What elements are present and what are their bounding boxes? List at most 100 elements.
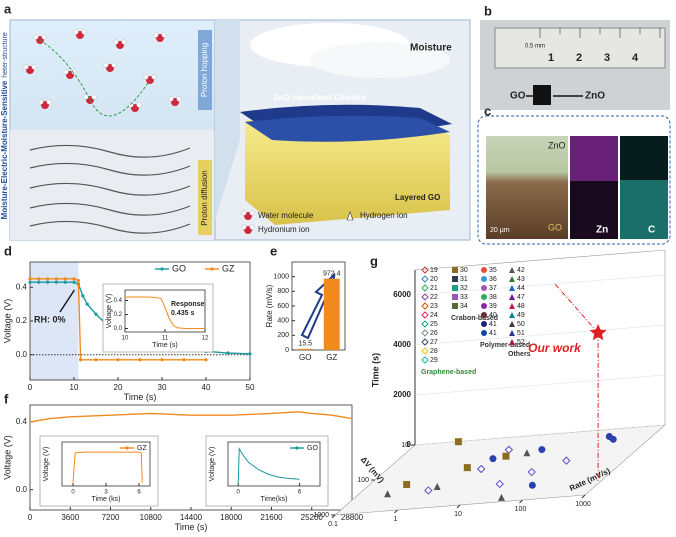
sem-zno: ZnO bbox=[548, 140, 566, 150]
marker-square bbox=[452, 285, 458, 291]
legend-icon bbox=[346, 211, 354, 221]
series-label: Our work bbox=[528, 341, 582, 355]
marker-sphere bbox=[481, 294, 487, 300]
legend-label: 51 bbox=[517, 330, 525, 337]
series-point bbox=[116, 358, 120, 362]
legend-label: 39 bbox=[489, 303, 497, 310]
marker-triangle bbox=[509, 312, 515, 318]
diffusion-tag bbox=[198, 160, 212, 235]
x-tick bbox=[581, 494, 586, 499]
y-tick-label: 0.2 bbox=[114, 312, 123, 318]
legend-label: GZ bbox=[222, 263, 235, 273]
x-axis-label: Time (s) bbox=[175, 522, 208, 532]
y-tick-label: 0.4 bbox=[16, 282, 28, 291]
series-point bbox=[37, 280, 41, 284]
legend-group: Crabon-based bbox=[451, 315, 498, 322]
legend-label: 24 bbox=[430, 312, 438, 319]
inset-frame bbox=[39, 435, 159, 507]
marker-sphere bbox=[481, 276, 487, 282]
z-tick-label: 6000 bbox=[393, 290, 411, 299]
series-line bbox=[72, 451, 143, 483]
hopping-tag bbox=[198, 30, 212, 110]
series-point bbox=[46, 280, 50, 284]
marker-triangle bbox=[509, 330, 515, 336]
zoom-wedge bbox=[215, 20, 240, 220]
series-line bbox=[237, 447, 300, 483]
value-label: 972.4 bbox=[323, 271, 341, 278]
marker-square bbox=[452, 294, 458, 300]
series-point bbox=[46, 277, 50, 281]
marker-diamond bbox=[421, 275, 429, 283]
zno-label: ZnO nanosheet Clusters bbox=[274, 93, 367, 102]
series-line bbox=[125, 296, 205, 329]
series-point bbox=[138, 358, 142, 362]
marker-square bbox=[502, 452, 510, 460]
marker-square bbox=[452, 267, 458, 273]
y-tick-label: 0.0 bbox=[16, 485, 28, 494]
value-label: 15.5 bbox=[298, 341, 312, 348]
layer bbox=[29, 202, 191, 216]
series-point bbox=[248, 352, 252, 356]
x-tick-label: 0 bbox=[71, 490, 75, 496]
x-tick-label: 18000 bbox=[220, 513, 243, 522]
marker-diamond bbox=[421, 293, 429, 301]
marker-diamond bbox=[421, 302, 429, 310]
series-point bbox=[160, 358, 164, 362]
legend-marker bbox=[295, 446, 299, 450]
series-point bbox=[63, 277, 67, 281]
x-tick-label: 40 bbox=[202, 383, 211, 392]
z-grid bbox=[414, 324, 666, 346]
proton-hopping: Proton hopping bbox=[200, 43, 209, 97]
series-point bbox=[94, 358, 98, 362]
legend-label: 19 bbox=[430, 267, 438, 274]
marker-sphere bbox=[609, 435, 617, 443]
legend-group: Polymer-based bbox=[480, 342, 530, 349]
x-tick-label: 10 bbox=[454, 511, 462, 518]
series-point bbox=[79, 358, 83, 362]
legend-label: 49 bbox=[517, 312, 525, 319]
x-tick-label: 0 bbox=[237, 490, 241, 496]
x-axis-label: Time (s) bbox=[124, 392, 157, 402]
go-layers bbox=[29, 144, 191, 234]
marker-triangle bbox=[509, 339, 515, 345]
marker-square bbox=[463, 464, 471, 472]
proton-diffusion: Proton diffusion bbox=[200, 170, 209, 225]
marker-diamond bbox=[421, 329, 429, 337]
y-tick-label: 0.4 bbox=[114, 298, 123, 304]
ruler-scale: 0.5 mm bbox=[525, 44, 545, 50]
legend-label: 29 bbox=[430, 357, 438, 364]
x-axis-label: Time(ks) bbox=[261, 496, 288, 503]
legend-label: 43 bbox=[517, 276, 525, 283]
legend-label: 41 bbox=[489, 321, 497, 328]
legend-label: 35 bbox=[489, 267, 497, 274]
legend-label: 48 bbox=[517, 303, 525, 310]
legend-label: 22 bbox=[430, 294, 438, 301]
x-tick-label: 7200 bbox=[102, 513, 120, 522]
marker-triangle bbox=[509, 267, 515, 273]
scale-bar: 20 μm bbox=[490, 227, 510, 234]
marker-square bbox=[452, 276, 458, 282]
panel-label: c bbox=[484, 103, 491, 118]
c-map-signal bbox=[620, 180, 668, 239]
x-tick-label: 50 bbox=[246, 383, 255, 392]
marker-diamond bbox=[562, 456, 571, 465]
z-tick-label: 0 bbox=[407, 440, 412, 449]
legend-group: Others bbox=[508, 351, 531, 358]
legend-label: 26 bbox=[430, 330, 438, 337]
annotation: RH: 0% bbox=[34, 314, 66, 324]
x-tick bbox=[519, 499, 523, 504]
legend-label: 36 bbox=[489, 276, 497, 283]
marker-triangle bbox=[498, 493, 506, 501]
marker-diamond bbox=[421, 347, 429, 355]
marker-triangle bbox=[509, 294, 515, 300]
legend-text: Hydrogen ion bbox=[360, 211, 408, 220]
marker-square bbox=[454, 438, 462, 446]
x-tick-label: GZ bbox=[326, 353, 337, 362]
marker-sphere bbox=[481, 285, 487, 291]
x-axis-label: Time (s) bbox=[152, 342, 177, 349]
marker-triangle bbox=[433, 482, 441, 490]
zno-layer bbox=[245, 115, 450, 142]
x-tick-label: 14400 bbox=[180, 513, 203, 522]
legend-label: 20 bbox=[430, 276, 438, 283]
